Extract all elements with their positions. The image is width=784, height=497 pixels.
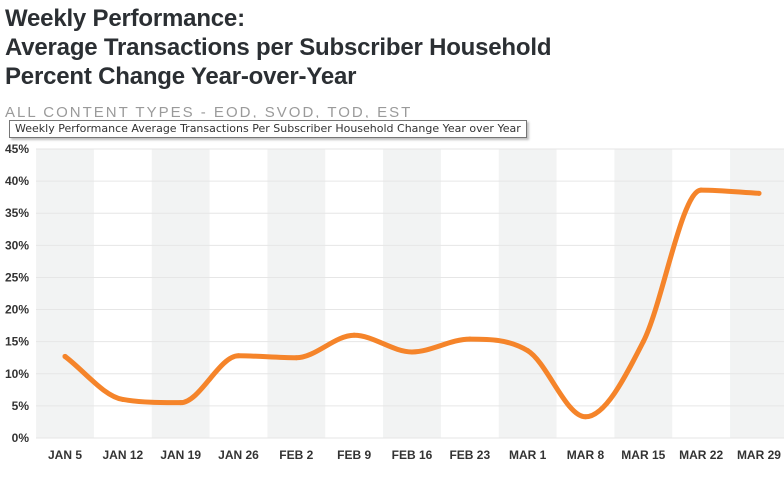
- background-band: [267, 149, 326, 438]
- y-tick-label: 30%: [5, 238, 29, 252]
- x-tick-label: FEB 16: [392, 448, 433, 462]
- data-point: [293, 355, 299, 361]
- chart-subtitle: ALL CONTENT TYPES - EOD, SVOD, TOD, EST: [5, 104, 413, 118]
- x-tick-label: MAR 1: [509, 448, 547, 462]
- x-tick-label: MAR 8: [567, 448, 605, 462]
- x-tick-label: JAN 19: [160, 448, 201, 462]
- background-band: [730, 149, 784, 438]
- x-tick-label: JAN 12: [102, 448, 143, 462]
- title-line-3: Percent Change Year-over-Year: [5, 63, 357, 90]
- x-tick-label: MAR 22: [679, 448, 723, 462]
- x-tick-label: MAR 29: [737, 448, 781, 462]
- background-bands: [36, 149, 784, 438]
- y-axis-ticks: 0% 5% 10% 15% 20% 25% 30% 35% 40% 45%: [5, 142, 29, 445]
- y-tick-label: 5%: [12, 399, 30, 413]
- title-line-2: Average Transactions per Subscriber Hous…: [5, 34, 552, 61]
- background-band: [498, 149, 557, 438]
- y-tick-label: 35%: [5, 206, 29, 220]
- data-point: [467, 336, 473, 342]
- tooltip: Weekly Performance Average Transactions …: [9, 120, 527, 138]
- data-point: [62, 353, 68, 359]
- background-band: [36, 149, 94, 438]
- y-tick-label: 0%: [12, 431, 30, 445]
- x-axis-ticks: JAN 5 JAN 12 JAN 19 JAN 26 FEB 2 FEB 9 FEB 16 F…: [48, 448, 781, 462]
- data-point: [640, 339, 646, 345]
- data-point: [409, 349, 415, 355]
- y-tick-label: 15%: [5, 335, 29, 349]
- x-tick-label: MAR 15: [621, 448, 665, 462]
- data-point: [582, 414, 588, 420]
- chart-title: Weekly Performance: Average Transactions…: [5, 4, 551, 91]
- data-point: [698, 187, 704, 193]
- y-tick-label: 10%: [5, 367, 29, 381]
- title-line-1: Weekly Performance:: [5, 5, 245, 32]
- data-point: [178, 400, 184, 406]
- y-tick-label: 40%: [5, 174, 29, 188]
- y-tick-label: 45%: [5, 142, 29, 156]
- background-band: [383, 149, 441, 438]
- x-tick-label: FEB 9: [337, 448, 371, 462]
- background-band: [151, 149, 210, 438]
- series-line: [62, 187, 762, 420]
- y-tick-label: 20%: [5, 303, 29, 317]
- data-point: [351, 332, 357, 338]
- x-tick-label: JAN 5: [48, 448, 82, 462]
- data-point: [120, 396, 126, 402]
- data-point: [525, 348, 531, 354]
- x-tick-label: FEB 23: [449, 448, 490, 462]
- x-tick-label: JAN 26: [218, 448, 259, 462]
- series-group: [62, 187, 762, 420]
- background-band: [614, 149, 673, 438]
- gridlines: [36, 148, 784, 439]
- x-tick-label: FEB 2: [279, 448, 313, 462]
- data-point: [235, 353, 241, 359]
- data-point: [756, 190, 762, 196]
- y-tick-label: 25%: [5, 270, 29, 284]
